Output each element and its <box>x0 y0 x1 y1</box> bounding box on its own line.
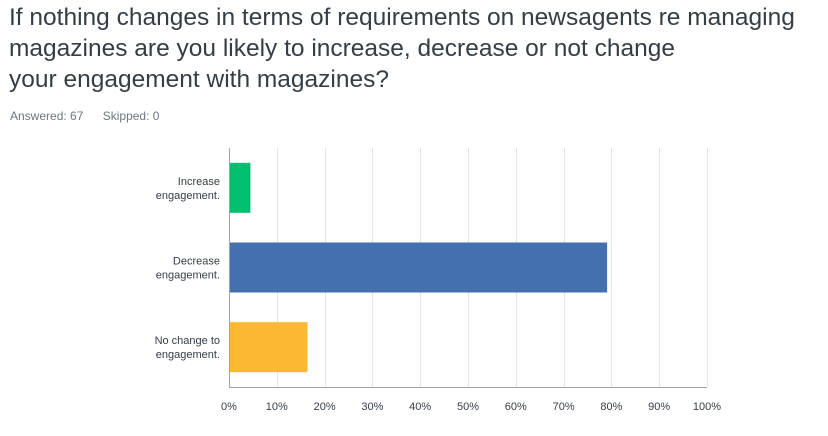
bar-1 <box>229 242 608 293</box>
x-tick-label-20: 20% <box>314 401 336 413</box>
response-summary: Answered: 67 Skipped: 0 <box>10 109 175 123</box>
category-label-1-line-0: Decrease <box>173 256 220 268</box>
x-tick-label-60: 60% <box>505 401 527 413</box>
question-title-line-2: magazines are you likely to increase, de… <box>9 35 675 62</box>
category-label-2-line-0: No change to <box>155 335 220 347</box>
x-tick-label-70: 70% <box>553 401 575 413</box>
answered-count: Answered: 67 <box>10 109 84 123</box>
question-title: If nothing changes in terms of requireme… <box>9 2 824 95</box>
x-tick-label-80: 80% <box>600 401 622 413</box>
category-label-0-line-0: Increase <box>178 176 220 188</box>
question-title-line-3: your engagement with magazines? <box>9 66 389 93</box>
bar-0 <box>229 162 251 213</box>
category-label-0-line-1: engagement. <box>156 190 220 202</box>
category-label-1-line-1: engagement. <box>156 270 220 282</box>
x-tick-label-0: 0% <box>221 401 237 413</box>
skipped-count: Skipped: 0 <box>102 109 160 123</box>
question-title-line-1: If nothing changes in terms of requireme… <box>9 4 795 31</box>
x-tick-label-40: 40% <box>409 401 431 413</box>
x-tick-label-100: 100% <box>693 401 721 413</box>
x-tick-label-50: 50% <box>457 401 479 413</box>
x-tick-label-90: 90% <box>648 401 670 413</box>
bar-2 <box>229 322 308 373</box>
x-tick-label-10: 10% <box>266 401 288 413</box>
x-tick-label-30: 30% <box>361 401 383 413</box>
category-label-2-line-1: engagement. <box>156 349 220 361</box>
